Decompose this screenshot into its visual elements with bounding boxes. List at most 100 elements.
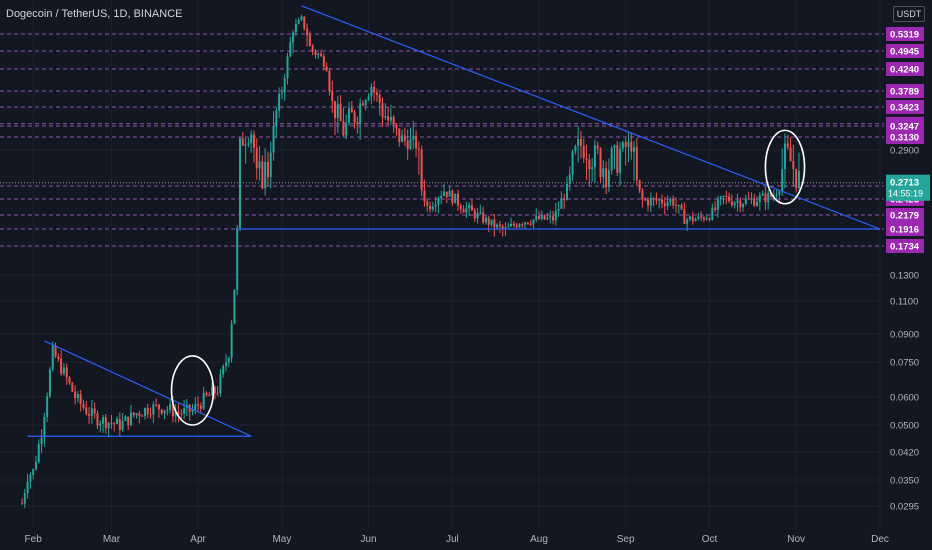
time-tick-label: Dec [871, 534, 889, 545]
candle-body [568, 174, 571, 185]
candle-body [683, 209, 686, 224]
annotation-ellipses[interactable] [170, 129, 806, 426]
time-tick-label: Mar [103, 534, 121, 545]
candle-body [334, 101, 337, 119]
candle-body [582, 145, 585, 159]
candle-body [770, 192, 773, 197]
candle-body [34, 461, 37, 470]
candle-body [99, 423, 102, 426]
candle-body [627, 141, 630, 147]
annotation-ellipse[interactable] [170, 355, 215, 426]
trendline[interactable] [44, 340, 252, 437]
candle-body [48, 369, 51, 397]
candle-body [420, 149, 423, 191]
candle-body [482, 212, 485, 223]
candle-body [677, 204, 680, 206]
candle-body [613, 145, 616, 148]
candle-body [493, 219, 496, 228]
candle-body [565, 184, 568, 201]
candle-body [213, 387, 216, 393]
candle-body [113, 423, 116, 425]
candle-body [328, 70, 331, 92]
candle-body [647, 199, 650, 206]
level-tag-label: 0.3423 [890, 103, 919, 114]
candle-body [451, 190, 454, 204]
candle-body [88, 414, 91, 416]
candle-body [577, 139, 580, 146]
candle-body [585, 158, 588, 160]
candle-body [552, 216, 555, 221]
candle-body [258, 161, 261, 169]
candle-body [669, 198, 672, 202]
price-tick-label: 0.0900 [890, 330, 919, 341]
candle-body [728, 196, 731, 202]
candle-body [367, 96, 370, 101]
candle-body [403, 135, 406, 141]
candle-body [314, 51, 317, 55]
time-axis[interactable]: Feb Mar Apr May Jun Jul Aug Sep Oct Nov Dec [25, 534, 889, 545]
candle-body [331, 91, 334, 102]
candle-body [778, 191, 781, 195]
candle-body [325, 66, 328, 71]
candle-body [238, 138, 241, 228]
time-tick-label: May [272, 534, 291, 545]
price-tick-label: 0.0295 [890, 502, 919, 513]
candle-body [538, 216, 541, 220]
time-tick-label: Oct [702, 534, 718, 545]
candle-body [322, 56, 325, 67]
candle-body [680, 204, 683, 210]
currency-tag[interactable]: USDT [893, 6, 925, 22]
candle-body [607, 170, 610, 187]
level-tag [886, 239, 924, 253]
candle-body [697, 216, 700, 220]
candle-body [571, 150, 574, 175]
candle-body [742, 203, 745, 208]
candle-body [247, 143, 250, 145]
candle-body [292, 32, 295, 43]
candle-body [465, 208, 468, 213]
candle-body [652, 198, 655, 200]
level-tag-label: 0.4945 [890, 47, 920, 58]
candle-body [23, 493, 26, 504]
candle-body [655, 198, 658, 201]
candle-body [116, 418, 119, 424]
candle-body [76, 394, 79, 399]
trendlines[interactable] [27, 5, 881, 437]
candle-body [174, 412, 177, 417]
candle-body [588, 159, 591, 170]
annotation-ellipse[interactable] [764, 129, 806, 205]
candle-body [557, 208, 560, 211]
candle-body [308, 34, 311, 47]
price-tick-label: 0.0420 [890, 448, 919, 459]
candle-body [641, 190, 644, 200]
candle-body [289, 42, 292, 57]
candle-body [406, 140, 409, 150]
candle-body [160, 409, 163, 414]
candle-body [85, 407, 88, 415]
candle-body [487, 217, 490, 225]
level-tag [886, 62, 924, 76]
level-tag [886, 208, 924, 222]
candle-body [579, 139, 582, 146]
candle-body [661, 199, 664, 204]
candle-body [526, 222, 529, 224]
price-tick-label: 0.0500 [890, 421, 919, 432]
candle-body [233, 289, 236, 324]
candle-body [429, 205, 432, 210]
level-tag [886, 119, 924, 133]
candle-body [691, 216, 694, 222]
candle-body [484, 217, 487, 223]
price-tick-label: 0.0600 [890, 393, 919, 404]
candle-body [227, 357, 230, 363]
trendline[interactable] [301, 5, 881, 230]
price-axis[interactable]: 0.2900 0.1300 0.1100 0.0900 0.0750 0.0600 0.05… [884, 0, 932, 550]
candle-body [370, 86, 373, 97]
candle-body [602, 168, 605, 178]
candle-body [286, 56, 289, 79]
candle-body [317, 53, 320, 55]
candle-body [68, 377, 71, 383]
candle-body [498, 224, 501, 227]
candle-body [630, 141, 633, 152]
candle-body [644, 199, 647, 201]
